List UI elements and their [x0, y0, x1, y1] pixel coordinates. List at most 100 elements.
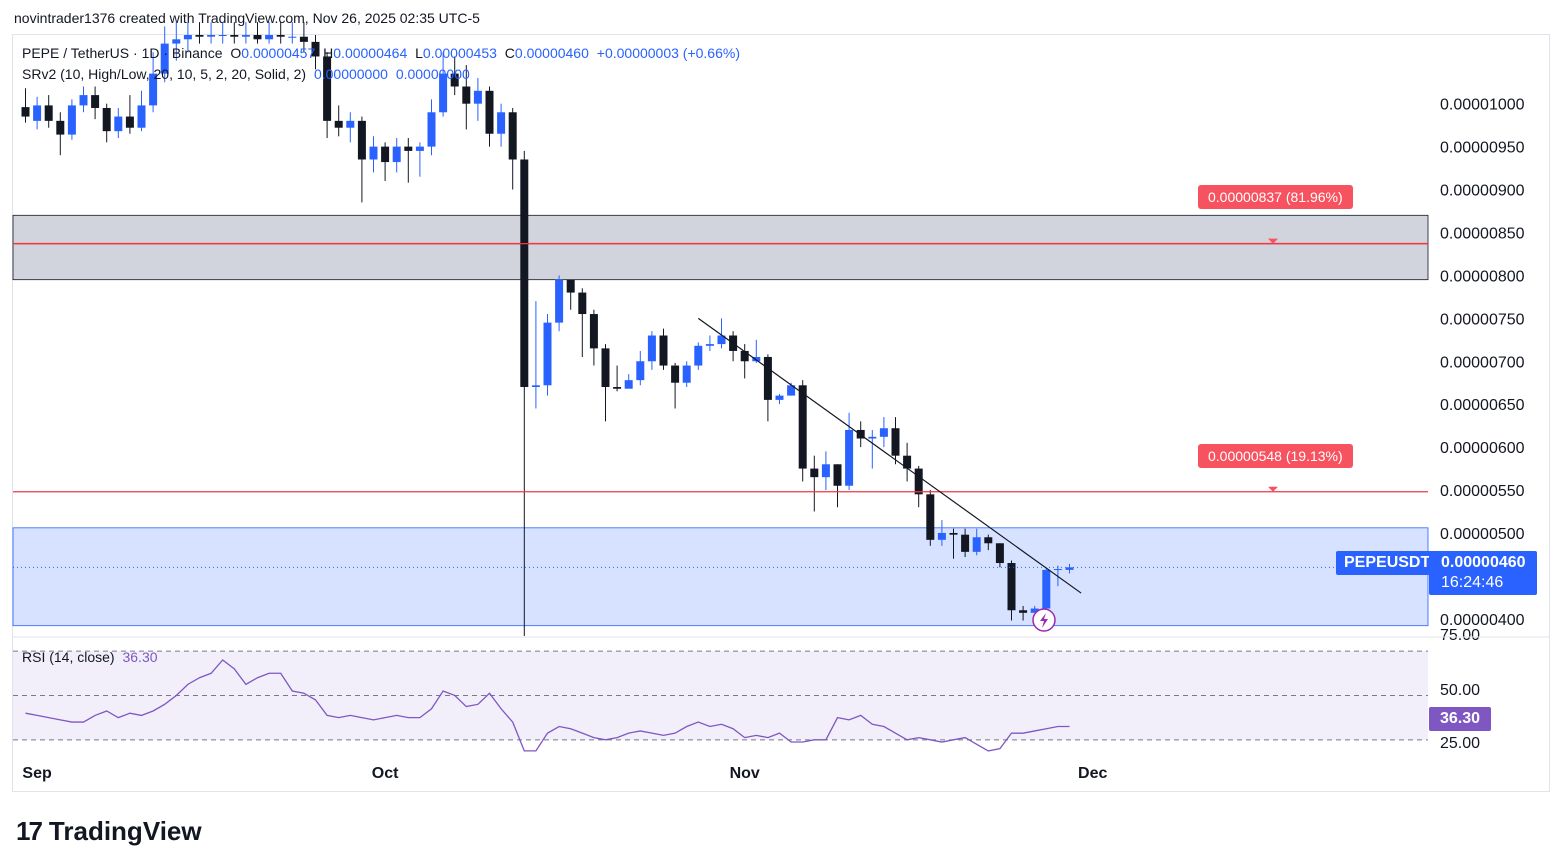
candle-body [207, 35, 216, 37]
candle-body [44, 105, 53, 121]
symbol-title[interactable]: PEPE / TetherUS · 1D · Binance [22, 45, 223, 61]
candle-body [879, 428, 888, 437]
price-axis: 0.00001000 0.00000950 0.00000900 0.00000850… [1440, 97, 1525, 629]
candle-body [555, 279, 564, 323]
candle-body [520, 159, 529, 388]
last-price-value: 0.00000460 [1441, 554, 1526, 571]
price-tick-label: 0.00000650 [1440, 397, 1525, 414]
candle-body [694, 345, 703, 366]
srv-value-2: 0.00000000 [395, 66, 470, 82]
candle-body [485, 90, 494, 134]
price-tick-label: 0.00000900 [1440, 183, 1525, 200]
candle-body [288, 36, 297, 38]
chart-frame [12, 34, 1550, 792]
candle-body [1007, 563, 1016, 611]
candle-body [439, 73, 448, 113]
price-tick-label: 0.00001000 [1440, 97, 1525, 114]
candle-body [682, 365, 691, 383]
last-price-tag: 0.00000460 16:24:46 [1429, 551, 1537, 595]
candle-body [1019, 610, 1028, 613]
candle-body [601, 348, 610, 388]
candle-body [914, 468, 923, 495]
candle-body [705, 344, 714, 346]
candle-body [125, 116, 134, 128]
candle-body [775, 395, 784, 400]
candle-body [241, 35, 250, 37]
candle-body [114, 116, 123, 132]
candle-body [926, 494, 935, 540]
candle-body [276, 35, 285, 37]
rsi-indicator-label[interactable]: RSI (14, close) [22, 649, 115, 665]
price-tick-label: 0.00000550 [1440, 483, 1525, 500]
rsi-line [25, 659, 1070, 752]
open-value: 0.00000457 [241, 45, 316, 61]
candle-body [79, 95, 88, 106]
candle-body [369, 146, 378, 160]
candle-body [473, 90, 482, 104]
candle-body [543, 322, 552, 386]
tradingview-logo[interactable]: 17 TradingView [16, 816, 202, 847]
price-tick-label: 0.00000400 [1440, 612, 1525, 629]
upper-target-tag[interactable]: 0.00000837 (81.96%) [1198, 185, 1353, 209]
trendline [697, 317, 1082, 594]
change-value: +0.00000003 (+0.66%) [596, 45, 740, 61]
candle-body [160, 43, 169, 74]
candle-body [1030, 608, 1039, 613]
candle-body [357, 120, 366, 160]
rsi-last-tag: 36.30 [1429, 707, 1491, 731]
candle-body [845, 429, 854, 486]
candle-body [578, 292, 587, 315]
tradingview-wordmark: TradingView [48, 816, 202, 846]
tradingview-mark-icon: 17 [16, 816, 43, 846]
candle-body [868, 436, 877, 439]
price-tick-label: 0.00000800 [1440, 268, 1525, 285]
price-tick-label: 0.00000600 [1440, 440, 1525, 457]
candle-body [334, 120, 343, 128]
candle-body [299, 36, 308, 42]
candle-body [381, 146, 390, 163]
candle-body [891, 428, 900, 456]
candle-body [172, 39, 181, 44]
close-value: 0.00000460 [514, 45, 589, 61]
candle-body [67, 105, 76, 135]
candle-body [984, 537, 993, 544]
candle-body [404, 146, 413, 151]
srv-zones [12, 214, 1429, 627]
candle-body [636, 361, 645, 381]
support-zone [12, 527, 1429, 627]
candle-body [508, 112, 517, 160]
srv-indicator-label[interactable]: SRv2 (10, High/Low, 20, 10, 5, 2, 20, So… [22, 66, 307, 82]
time-axis: Sep Oct Nov Dec [22, 765, 1107, 782]
candle-body [149, 73, 158, 106]
drawing-lines[interactable] [13, 238, 1428, 594]
candle-body [740, 350, 749, 362]
target-arrow-1 [1268, 486, 1278, 492]
candle-body [21, 107, 30, 117]
candle-body [763, 356, 772, 400]
price-tick-label: 0.00000950 [1440, 140, 1525, 157]
srv-legend: SRv2 (10, High/Low, 20, 10, 5, 2, 20, So… [22, 66, 474, 82]
low-value: 0.00000453 [422, 45, 497, 61]
candle-body [810, 468, 819, 478]
candle-body [427, 112, 436, 147]
candle-body [531, 385, 540, 388]
rsi-legend: RSI (14, close) 36.30 [22, 649, 162, 665]
candle-body [311, 41, 320, 57]
rsi-legend-value: 36.30 [122, 649, 158, 665]
candle-body [450, 73, 459, 87]
candle-body [392, 146, 401, 163]
resistance-zone [12, 214, 1429, 281]
candle-body [1065, 567, 1074, 570]
bar-countdown: 16:24:46 [1441, 574, 1504, 591]
flash-icon[interactable] [1032, 608, 1056, 632]
candle-body [647, 335, 656, 362]
price-tick-label: 0.00000750 [1440, 311, 1525, 328]
rsi-pane: 75.00 50.00 25.00 [13, 627, 1549, 752]
lower-target-tag[interactable]: 0.00000548 (19.13%) [1198, 444, 1353, 468]
candle-body [183, 35, 192, 40]
time-tick-label: Oct [372, 765, 399, 782]
rsi-tick-label: 25.00 [1440, 735, 1480, 752]
candle-body [903, 455, 912, 469]
rsi-band [13, 651, 1428, 740]
